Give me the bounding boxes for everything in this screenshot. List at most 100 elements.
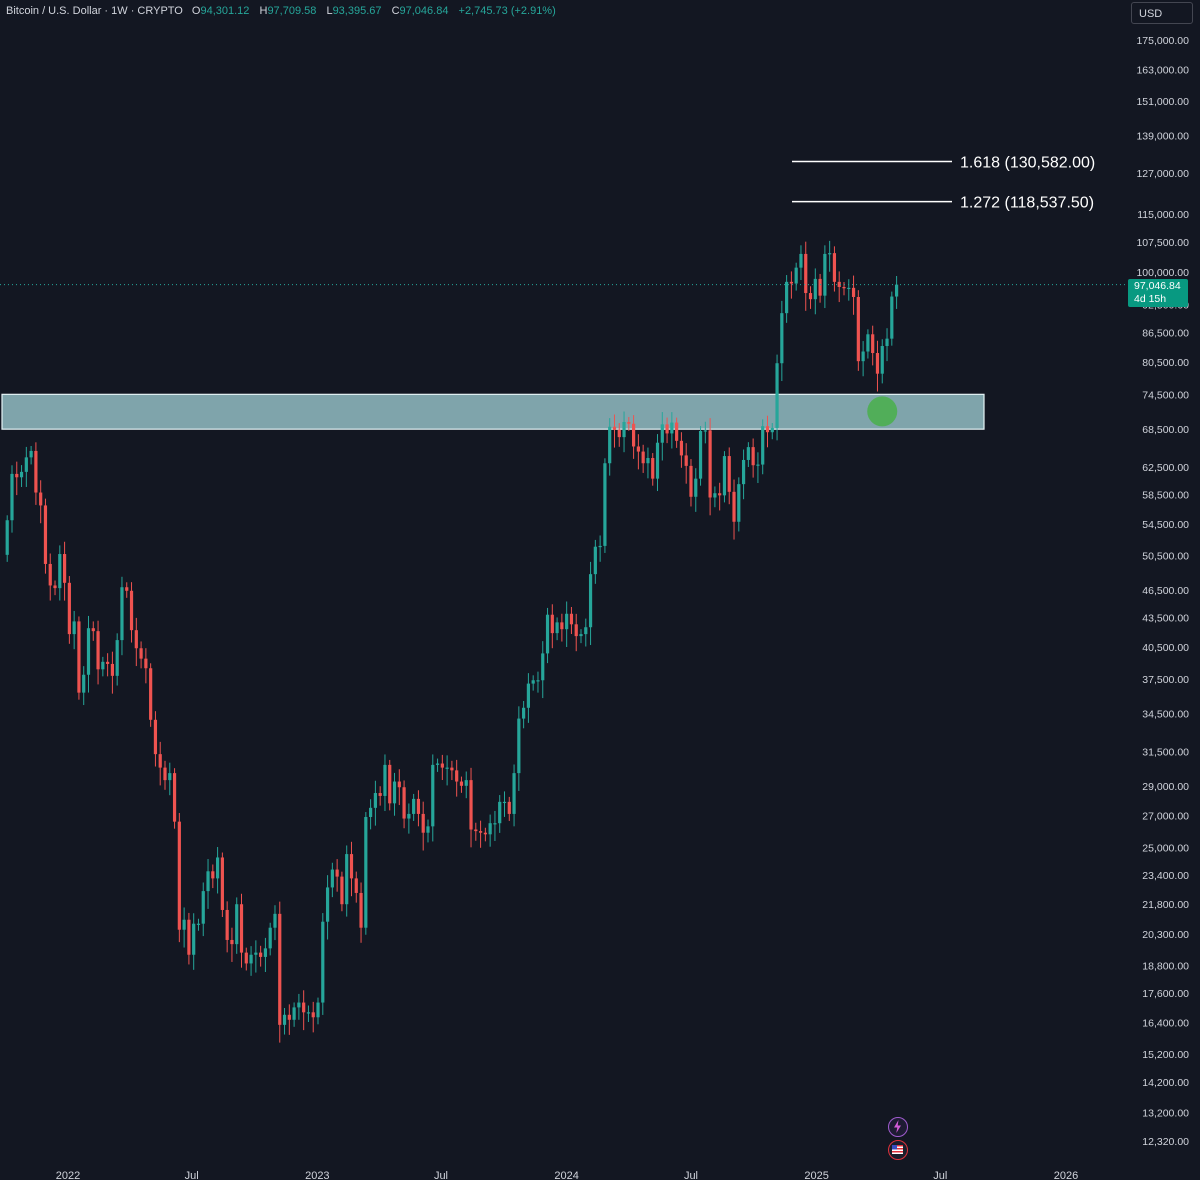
candle-body [349,854,354,879]
candle [493,810,497,842]
high-value: 97,709.58 [267,5,317,17]
candle [225,901,229,953]
candle-body [120,587,124,641]
bar-countdown: 4d 15h [1134,293,1167,305]
y-tick-label: 127,000.00 [1136,168,1189,180]
open-label: O [191,5,201,17]
candle [627,417,631,431]
candle-body [842,286,846,289]
candle-body [751,447,755,466]
candle [120,576,124,656]
annotation-layer: 1.618 (130,582.00) 1.272 (118,537.50) [0,154,1128,427]
candle-body [512,773,516,814]
candle [517,706,521,791]
candle-body [612,426,617,430]
candle-body [378,793,382,796]
candle-body [536,680,540,682]
candle-body [569,613,574,625]
candle [703,421,707,444]
candle [311,1001,315,1033]
candle-body [426,826,430,833]
candle-body [732,491,736,522]
candle [856,290,860,371]
lightning-icon[interactable] [888,1117,908,1137]
candle-body [636,446,640,452]
candle-body [115,640,119,676]
candle [813,268,817,315]
candle [541,641,545,699]
support-zone[interactable] [1,393,985,430]
candle [732,479,736,540]
candle [808,286,813,309]
candle [450,760,454,781]
candle [722,451,727,503]
candle-body [875,353,880,374]
y-tick-label: 17,600.00 [1142,988,1189,1000]
candle [851,275,856,315]
candle [416,790,421,827]
candle-body [737,484,741,522]
candle [215,847,220,894]
x-tick-label: 2024 [554,1170,578,1180]
candle-body [278,913,282,1025]
candle [565,601,569,647]
candle-body [211,871,215,879]
candle-body [5,520,9,555]
candle-body [675,422,679,441]
candle [756,452,760,484]
candle [282,1007,287,1035]
candle [885,328,889,362]
y-tick-label: 80,500.00 [1142,357,1189,369]
candle-body [459,781,464,786]
y-tick-label: 18,800.00 [1142,961,1189,973]
candle [646,447,650,479]
candle [636,434,640,470]
candle [794,262,798,291]
candle [488,814,492,847]
candle [287,1004,291,1035]
last-price-value: 97,046.84 [1134,280,1181,292]
candle [196,918,201,931]
candle [579,629,583,644]
candle [483,827,487,842]
candle [43,498,48,574]
candle-body [894,284,899,297]
close-value: 97,046.84 [399,5,449,17]
candle-body [526,683,531,708]
candle-body [311,1012,315,1018]
candle-body [345,854,349,905]
candle-body [412,798,416,814]
candle [297,993,301,1020]
currency-button[interactable]: USD [1131,2,1193,24]
price-axis[interactable]: 175,000.00 163,000.00 151,000.00 139,000.00… [1128,0,1200,1180]
candle-body [416,798,421,814]
candle [412,793,416,821]
time-axis[interactable]: 2022 Jul 2023 Jul 2024 Jul 2025 Jul 2026 [56,1170,1078,1180]
candle [259,945,263,967]
candle-body [306,1012,311,1014]
candle [77,616,81,700]
y-tick-label: 86,500.00 [1142,327,1189,339]
candle [478,820,483,848]
candle [560,613,564,642]
x-tick-label: Jul [933,1170,947,1180]
candle-body [756,464,760,466]
candle-body [259,952,263,957]
candle [192,913,196,970]
candle-body [813,278,817,300]
candle-body [684,455,688,466]
candle [48,553,52,601]
candle-body [517,718,521,774]
candle [785,275,789,323]
us-flag-icon[interactable] [888,1140,908,1160]
candle [545,607,550,664]
candle [330,862,334,898]
candle [842,282,846,296]
candle [325,875,330,940]
candle [106,653,110,677]
candle-body [718,493,722,496]
candle-body [828,253,832,255]
candle-body [531,680,535,684]
candle-body [770,427,774,433]
